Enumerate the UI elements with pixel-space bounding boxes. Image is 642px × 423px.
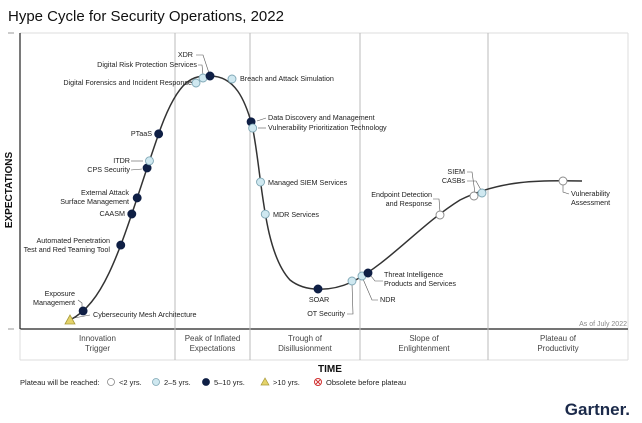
technology-label: Managed SIEM Services bbox=[268, 178, 348, 187]
technology-label: ITDR bbox=[113, 156, 130, 165]
phase-label: Innovation bbox=[79, 334, 116, 343]
technology-marker bbox=[260, 209, 270, 219]
technology-label: Digital Forensics and Incident Response bbox=[63, 78, 192, 87]
technology-label: CPS Security bbox=[87, 165, 130, 174]
legend-label: >10 yrs. bbox=[273, 378, 300, 387]
leader-line bbox=[347, 283, 354, 315]
phase-label: Trigger bbox=[85, 344, 110, 353]
technology-marker bbox=[154, 129, 164, 139]
legend-label: 5–10 yrs. bbox=[214, 378, 245, 387]
technology-marker bbox=[363, 268, 373, 278]
gartner-logo: Gartner. bbox=[565, 400, 630, 419]
phase-label: Enlightenment bbox=[398, 344, 450, 353]
technology-label: Assessment bbox=[571, 198, 610, 207]
technology-label: NDR bbox=[380, 295, 396, 304]
leader-line bbox=[73, 314, 91, 319]
phase-label: Productivity bbox=[537, 344, 578, 353]
leader-line bbox=[198, 64, 204, 76]
technology-label: Exposure bbox=[45, 289, 75, 298]
technology-label: Automated Penetration bbox=[36, 236, 110, 245]
technology-label: Vulnerability bbox=[571, 189, 610, 198]
leader-line bbox=[130, 168, 143, 171]
technology-label: Digital Risk Protection Services bbox=[97, 60, 197, 69]
leader-line bbox=[433, 198, 441, 213]
technology-marker bbox=[256, 177, 265, 187]
technology-label: CASBs bbox=[442, 176, 466, 185]
technology-labels: Cybersecurity Mesh ArchitectureExposureM… bbox=[24, 50, 611, 319]
technology-label: Vulnerability Prioritization Technology bbox=[268, 123, 387, 132]
technology-marker bbox=[132, 193, 142, 203]
label-leaders bbox=[73, 54, 570, 319]
technology-marker bbox=[127, 209, 137, 219]
technology-marker bbox=[477, 188, 487, 198]
phase-label: Trough of bbox=[288, 334, 323, 343]
technology-marker bbox=[227, 74, 237, 84]
technology-marker bbox=[558, 176, 568, 186]
as-of-date: As of July 2022 bbox=[579, 321, 627, 328]
technology-label: OT Security bbox=[307, 309, 345, 318]
technology-label: XDR bbox=[178, 50, 193, 59]
technology-label: Test and Red Teaming Tool bbox=[24, 245, 111, 254]
y-axis-label: EXPECTATIONS bbox=[4, 152, 15, 229]
technology-label: External Attack bbox=[81, 188, 129, 197]
legend-label: 2–5 yrs. bbox=[164, 378, 191, 387]
chart-title: Hype Cycle for Security Operations, 2022 bbox=[8, 8, 284, 25]
technology-label: Cybersecurity Mesh Architecture bbox=[93, 310, 196, 319]
legend: Plateau will be reached: <2 yrs. 2–5 yrs. 5… bbox=[20, 377, 406, 387]
legend-symbol-x bbox=[315, 379, 321, 385]
leader-line bbox=[467, 180, 482, 191]
legend-symbol bbox=[260, 377, 270, 386]
phase-label: Disillusionment bbox=[278, 344, 333, 353]
technology-label: SIEM bbox=[447, 167, 465, 176]
technology-marker bbox=[469, 191, 479, 201]
technology-label: MDR Services bbox=[273, 210, 319, 219]
phase-label: Peak of Inflated bbox=[185, 334, 241, 343]
technology-label: SOAR bbox=[309, 295, 329, 304]
legend-symbol bbox=[202, 378, 210, 386]
technology-label: PTaaS bbox=[131, 129, 152, 138]
leader-line bbox=[562, 184, 570, 195]
technology-marker bbox=[313, 284, 323, 294]
technology-label: CAASM bbox=[99, 209, 125, 218]
leader-line bbox=[362, 278, 378, 301]
legend-title: Plateau will be reached: bbox=[20, 378, 100, 387]
technology-label: Endpoint Detection bbox=[371, 190, 432, 199]
leader-line bbox=[370, 275, 383, 282]
technology-marker bbox=[435, 210, 445, 220]
phase-label: Slope of bbox=[409, 334, 439, 343]
plot-frame bbox=[8, 32, 629, 361]
legend-symbol bbox=[107, 378, 115, 386]
technology-label: Products and Services bbox=[384, 279, 456, 288]
technology-marker bbox=[145, 156, 154, 166]
leader-line bbox=[256, 117, 267, 122]
phase-label: Expectations bbox=[190, 344, 236, 353]
legend-label: <2 yrs. bbox=[119, 378, 142, 387]
technology-marker bbox=[248, 123, 258, 133]
technology-marker bbox=[64, 314, 76, 325]
technology-label: Data Discovery and Management bbox=[268, 113, 375, 122]
leader-line bbox=[467, 171, 476, 194]
x-axis-label: TIME bbox=[318, 364, 342, 375]
technology-marker bbox=[347, 276, 357, 286]
technology-marker bbox=[205, 71, 215, 81]
technology-markers bbox=[64, 71, 568, 325]
technology-label: Threat Intelligence bbox=[384, 270, 443, 279]
technology-label: and Response bbox=[386, 199, 432, 208]
technology-label: Surface Management bbox=[60, 197, 129, 206]
technology-marker bbox=[191, 78, 201, 88]
legend-label: Obsolete before plateau bbox=[326, 378, 406, 387]
technology-label: Breach and Attack Simulation bbox=[240, 74, 334, 83]
technology-marker bbox=[78, 306, 88, 316]
technology-label: Management bbox=[33, 298, 75, 307]
phase-label: Plateau of bbox=[540, 334, 577, 343]
legend-symbol bbox=[152, 378, 160, 386]
leader-line bbox=[196, 54, 210, 74]
technology-marker bbox=[116, 240, 126, 250]
